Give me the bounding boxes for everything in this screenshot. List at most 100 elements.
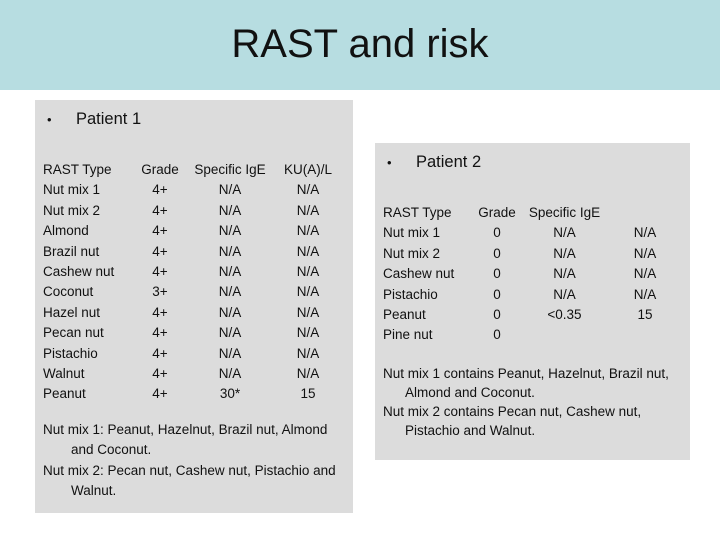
note-line: Nut mix 1 contains Peanut, Hazelnut, Bra… [383,365,669,381]
table-cell: 0 [493,225,501,241]
table-cell: 0 [493,307,501,323]
table-row: Pecan nut 4+ N/A N/A [43,323,345,343]
table-header-row: RAST Type Grade Specific IgE KU(A)/L [43,160,345,180]
table-cell: Pecan nut [43,325,104,341]
column-header-rast-type: RAST Type [43,162,112,177]
table-cell: Nut mix 1 [43,182,101,198]
table-cell: Nut mix 2 [383,245,441,261]
column-header-specific-ige: Specific IgE [528,205,601,220]
note-line: Walnut. [71,483,117,499]
table-cell: Coconut [43,284,94,300]
table-cell: N/A [218,284,242,300]
table-cell: 4+ [152,345,168,361]
table-row: Brazil nut 4+ N/A N/A [43,242,345,262]
table-cell: 0 [493,286,501,302]
table-cell: N/A [218,202,242,218]
note-line: and Coconut. [71,442,152,458]
table-cell: Almond [43,223,89,239]
table-cell: Hazel nut [43,304,101,320]
table-cell: 3+ [152,284,168,300]
table-row: Pine nut 0 [383,325,682,345]
table-row: Peanut 0 <0.35 15 [383,305,682,325]
column-header-rast-type: RAST Type [383,205,452,220]
patient2-notes: Nut mix 1 contains Peanut, Hazelnut, Bra… [375,364,690,440]
table-cell: 4+ [152,366,168,382]
patient2-table-body: Nut mix 1 0 N/A N/A Nut mix 2 0 N/A N/A Cashew n… [383,223,682,345]
patient1-table-body: Nut mix 1 4+ N/A N/A Nut mix 2 4+ N/A N/A Almond… [43,180,345,404]
table-cell: Nut mix 2 [43,202,101,218]
table-cell: 4+ [152,264,168,280]
patient1-table: RAST Type Grade Specific IgE KU(A)/L Nut… [35,160,353,405]
table-cell: N/A [633,266,657,282]
note-line: Nut mix 2 contains Pecan nut, Cashew nut… [383,403,642,419]
patient1-panel: • Patient 1 RAST Type Grade Specific IgE… [35,100,353,513]
table-cell: N/A [218,366,242,382]
column-header-specific-ige: Specific IgE [194,162,266,177]
column-header-grade: Grade [141,162,179,177]
note-line: Nut mix 1: Peanut, Hazelnut, Brazil nut,… [43,421,328,437]
table-cell: Peanut [43,386,86,402]
table-cell: N/A [553,225,576,241]
table-cell: N/A [296,366,320,382]
table-cell: Nut mix 1 [383,225,441,241]
table-cell: N/A [296,345,320,361]
table-cell: N/A [553,266,576,282]
table-cell: 0 [493,327,501,343]
patient1-notes: Nut mix 1: Peanut, Hazelnut, Brazil nut,… [35,420,353,502]
title-band: RAST and risk [0,0,720,90]
table-cell: N/A [633,286,657,302]
bullet-icon: • [387,155,392,170]
table-cell: N/A [218,182,242,198]
table-row: Nut mix 2 0 N/A N/A [383,244,682,264]
table-cell: 0 [493,266,501,282]
table-cell: N/A [553,286,576,302]
table-cell: N/A [296,284,320,300]
table-row: Nut mix 1 0 N/A N/A [383,223,682,243]
table-cell: 15 [300,386,316,402]
table-cell: Peanut [383,307,426,323]
table-cell: 4+ [152,386,168,402]
bullet-icon: • [47,112,52,127]
table-cell: N/A [296,202,320,218]
table-cell: 4+ [152,182,168,198]
patient1-heading: • Patient 1 [35,100,353,130]
note-line: Almond and Coconut. [405,384,535,400]
table-row: Nut mix 1 4+ N/A N/A [43,180,345,200]
table-row: Hazel nut 4+ N/A N/A [43,303,345,323]
table-row: Nut mix 2 4+ N/A N/A [43,201,345,221]
table-cell: N/A [296,264,320,280]
table-cell: Walnut [43,366,85,382]
table-cell: N/A [633,225,657,241]
table-cell: 4+ [152,223,168,239]
table-cell: N/A [296,182,320,198]
table-cell: N/A [218,325,242,341]
table-cell: Cashew nut [383,266,455,282]
table-row: Walnut 4+ N/A N/A [43,364,345,384]
table-cell: N/A [296,304,320,320]
table-row: Cashew nut 4+ N/A N/A [43,262,345,282]
note-line: Nut mix 2: Pecan nut, Cashew nut, Pistac… [43,462,336,478]
column-header-kual: KU(A)/L [283,162,332,177]
table-cell: 4+ [152,243,168,259]
patient2-heading-label: Patient 2 [416,153,482,171]
table-cell: Pine nut [383,327,433,343]
table-cell: N/A [218,264,242,280]
table-cell: Pistachio [43,345,98,361]
table-cell: 4+ [152,325,168,341]
table-cell: N/A [218,243,242,259]
table-row: Coconut 3+ N/A N/A [43,282,345,302]
slide-title: RAST and risk [231,22,489,66]
table-cell: 0 [493,245,501,261]
table-cell: Pistachio [383,286,438,302]
table-cell: N/A [218,345,242,361]
table-cell: 30* [219,386,241,402]
patient2-heading: • Patient 2 [375,143,690,173]
table-cell: N/A [553,245,576,261]
table-cell: N/A [296,223,320,239]
table-row: Almond 4+ N/A N/A [43,221,345,241]
table-cell: N/A [296,325,320,341]
table-row: Pistachio 0 N/A N/A [383,285,682,305]
table-row: Pistachio 4+ N/A N/A [43,344,345,364]
note-line: Pistachio and Walnut. [405,422,536,438]
